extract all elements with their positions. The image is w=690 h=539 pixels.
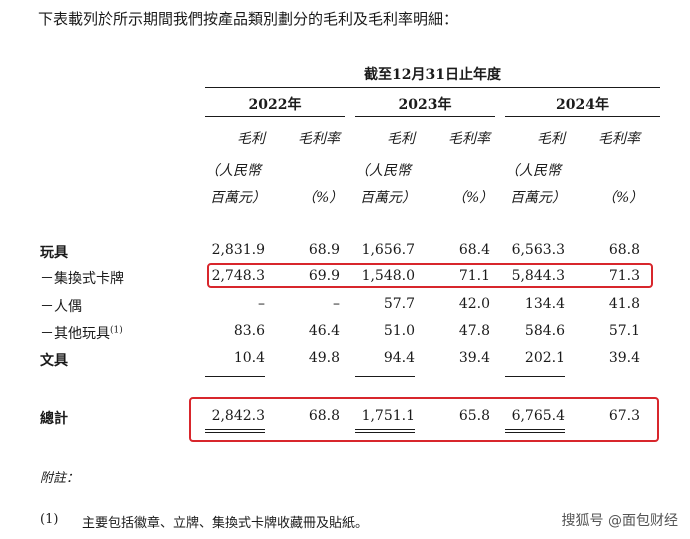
cell: 1,548.0 [361, 268, 415, 284]
total-double-rule-2023 [355, 429, 415, 433]
cell: 57.1 [608, 323, 640, 339]
total-double-rule-2022 [205, 429, 265, 433]
unit-pct-2022: （%） [302, 190, 344, 206]
year-rule-2024 [505, 116, 660, 117]
unit-line2-2023: 百萬元） [360, 190, 416, 206]
cell: 2,748.3 [211, 268, 265, 284]
row-label: 總計 [40, 411, 68, 427]
unit-line1-2024: （人民幣 [505, 163, 561, 179]
col-gross-profit-2022: 毛利 [237, 131, 265, 147]
row-label: －集換式卡牌 [40, 271, 124, 287]
cell: 68.8 [308, 408, 340, 424]
cell: 71.3 [608, 268, 640, 284]
cell: 47.8 [458, 323, 490, 339]
cell: 41.8 [608, 296, 640, 312]
cell: 202.1 [524, 350, 565, 366]
row-label: －人偶 [40, 299, 82, 315]
cell: 2,842.3 [211, 408, 265, 424]
cell: 67.3 [608, 408, 640, 424]
cell: 42.0 [458, 296, 490, 312]
cell: 10.4 [233, 350, 265, 366]
year-header-2024: 2024年 [556, 97, 609, 113]
unit-line2-2022: 百萬元） [210, 190, 266, 206]
cell: 46.4 [308, 323, 340, 339]
year-header-2023: 2023年 [398, 97, 452, 113]
cell: 39.4 [458, 350, 490, 366]
cell: 49.8 [308, 350, 340, 366]
cell: 69.9 [308, 268, 340, 284]
year-rule-2023 [355, 116, 495, 117]
col-gross-margin-2022: 毛利率 [298, 131, 340, 147]
subtotal-rule-2023 [355, 376, 415, 377]
highlight-total [189, 397, 659, 442]
cell: 6,765.4 [511, 408, 565, 424]
notes-title: 附註： [40, 471, 80, 486]
cell: 51.0 [383, 323, 415, 339]
footnote-number: (1) [40, 512, 59, 527]
period-rule [205, 87, 660, 88]
cell: 68.9 [308, 242, 340, 258]
cell: 39.4 [608, 350, 640, 366]
row-label-text: －其他玩具 [40, 326, 110, 342]
cell: 71.1 [458, 268, 490, 284]
col-gross-margin-2024: 毛利率 [598, 131, 640, 147]
cell: 1,751.1 [361, 408, 415, 424]
cell: – [258, 296, 265, 312]
cell: 1,656.7 [361, 242, 415, 258]
year-rule-2022 [205, 116, 345, 117]
watermark: 搜狐号 @面包财经 [561, 513, 678, 529]
row-label: －其他玩具(1) [40, 323, 123, 343]
cell: 57.7 [383, 296, 415, 312]
cell: 94.4 [383, 350, 415, 366]
col-gross-profit-2024: 毛利 [537, 131, 565, 147]
cell: 83.6 [233, 323, 265, 339]
cell: 584.6 [524, 323, 565, 339]
cell: – [333, 296, 340, 312]
cell: 6,563.3 [511, 242, 565, 258]
cell: 68.4 [458, 242, 490, 258]
col-gross-margin-2023: 毛利率 [448, 131, 490, 147]
unit-line1-2022: （人民幣 [205, 163, 261, 179]
cell: 134.4 [524, 296, 565, 312]
unit-pct-2023: （%） [452, 190, 494, 206]
highlight-trading-cards [207, 263, 653, 288]
unit-pct-2024: （%） [602, 190, 644, 206]
subtotal-rule-2022 [205, 376, 265, 377]
cell: 2,831.9 [211, 242, 265, 258]
footnote-ref: (1) [110, 325, 123, 336]
row-label: 文具 [40, 353, 68, 369]
subtotal-rule-2024 [505, 376, 565, 377]
total-double-rule-2024 [505, 429, 565, 433]
period-header: 截至12月31日止年度 [364, 67, 501, 83]
col-gross-profit-2023: 毛利 [387, 131, 415, 147]
cell: 68.8 [608, 242, 640, 258]
year-header-2022: 2022年 [248, 97, 302, 113]
cell: 5,844.3 [511, 268, 565, 284]
unit-line1-2023: （人民幣 [355, 163, 411, 179]
cell: 65.8 [458, 408, 490, 424]
footnote-text: 主要包括徽章、立牌、集換式卡牌收藏冊及貼紙。 [82, 516, 369, 531]
row-label: 玩具 [40, 245, 68, 261]
intro-text: 下表載列於所示期間我們按產品類別劃分的毛利及毛利率明細： [38, 10, 459, 28]
unit-line2-2024: 百萬元） [510, 190, 566, 206]
